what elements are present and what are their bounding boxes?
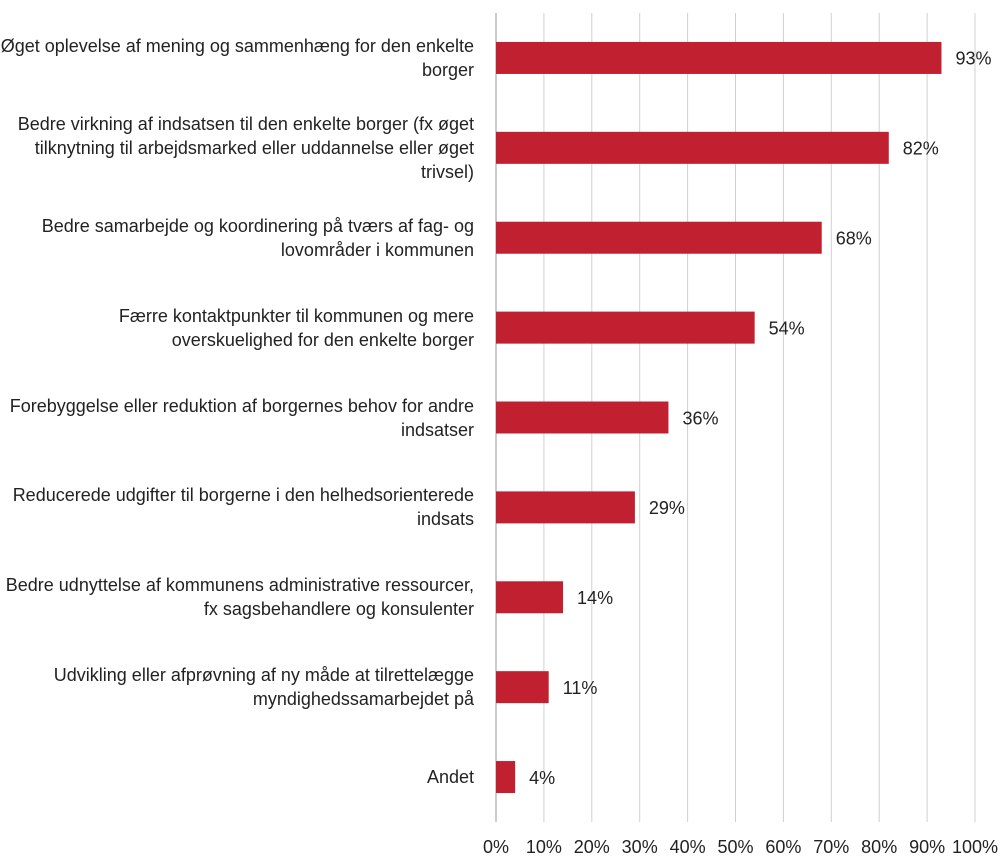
bar: [496, 671, 549, 704]
x-tick-label: 20%: [574, 837, 610, 857]
bar: [496, 491, 635, 524]
value-label: 36%: [682, 408, 718, 428]
y-tick-label: Andet: [426, 767, 474, 788]
bar: [496, 761, 516, 794]
value-label: 93%: [955, 49, 991, 69]
value-label: 4%: [529, 768, 555, 788]
bar: [496, 41, 942, 74]
value-label: 11%: [563, 678, 598, 698]
y-tick-label: Bedre samarbejde og koordinering på tvær…: [41, 215, 474, 260]
bar: [496, 311, 755, 344]
x-tick-label: 50%: [717, 837, 753, 857]
value-label: 29%: [649, 498, 685, 518]
value-label: 68%: [836, 228, 872, 248]
value-label: 54%: [769, 318, 805, 338]
y-tick-label: Bedre virkning af indsatsen til den enke…: [17, 113, 474, 182]
y-tick-label: Reducerede udgifter til borgerne i den h…: [12, 485, 474, 530]
x-tick-label: 60%: [765, 837, 801, 857]
x-tick-label: 40%: [670, 837, 706, 857]
x-tick-label: 10%: [526, 837, 562, 857]
value-label: 82%: [903, 139, 939, 159]
y-tick-label: Bedre udnyttelse af kommunens administra…: [5, 575, 474, 620]
y-tick-label: Øget oplevelse af mening og sammenhæng f…: [0, 35, 474, 80]
bar: [496, 581, 564, 614]
bar: [496, 401, 669, 434]
y-tick-label: Forebyggelse eller reduktion af borgerne…: [9, 395, 474, 440]
x-tick-label: 90%: [909, 837, 945, 857]
x-tick-label: 0%: [483, 837, 509, 857]
y-tick-label: Færre kontaktpunkter til kommunen og mer…: [118, 305, 474, 350]
x-tick-label: 30%: [622, 837, 658, 857]
bar: [496, 131, 889, 164]
y-tick-label: Udvikling eller afprøvning af ny måde at…: [53, 665, 474, 710]
x-tick-label: 100%: [952, 837, 998, 857]
x-tick-label: 70%: [813, 837, 849, 857]
bar: [496, 221, 822, 254]
value-label: 14%: [577, 588, 613, 608]
x-tick-label: 80%: [861, 837, 897, 857]
